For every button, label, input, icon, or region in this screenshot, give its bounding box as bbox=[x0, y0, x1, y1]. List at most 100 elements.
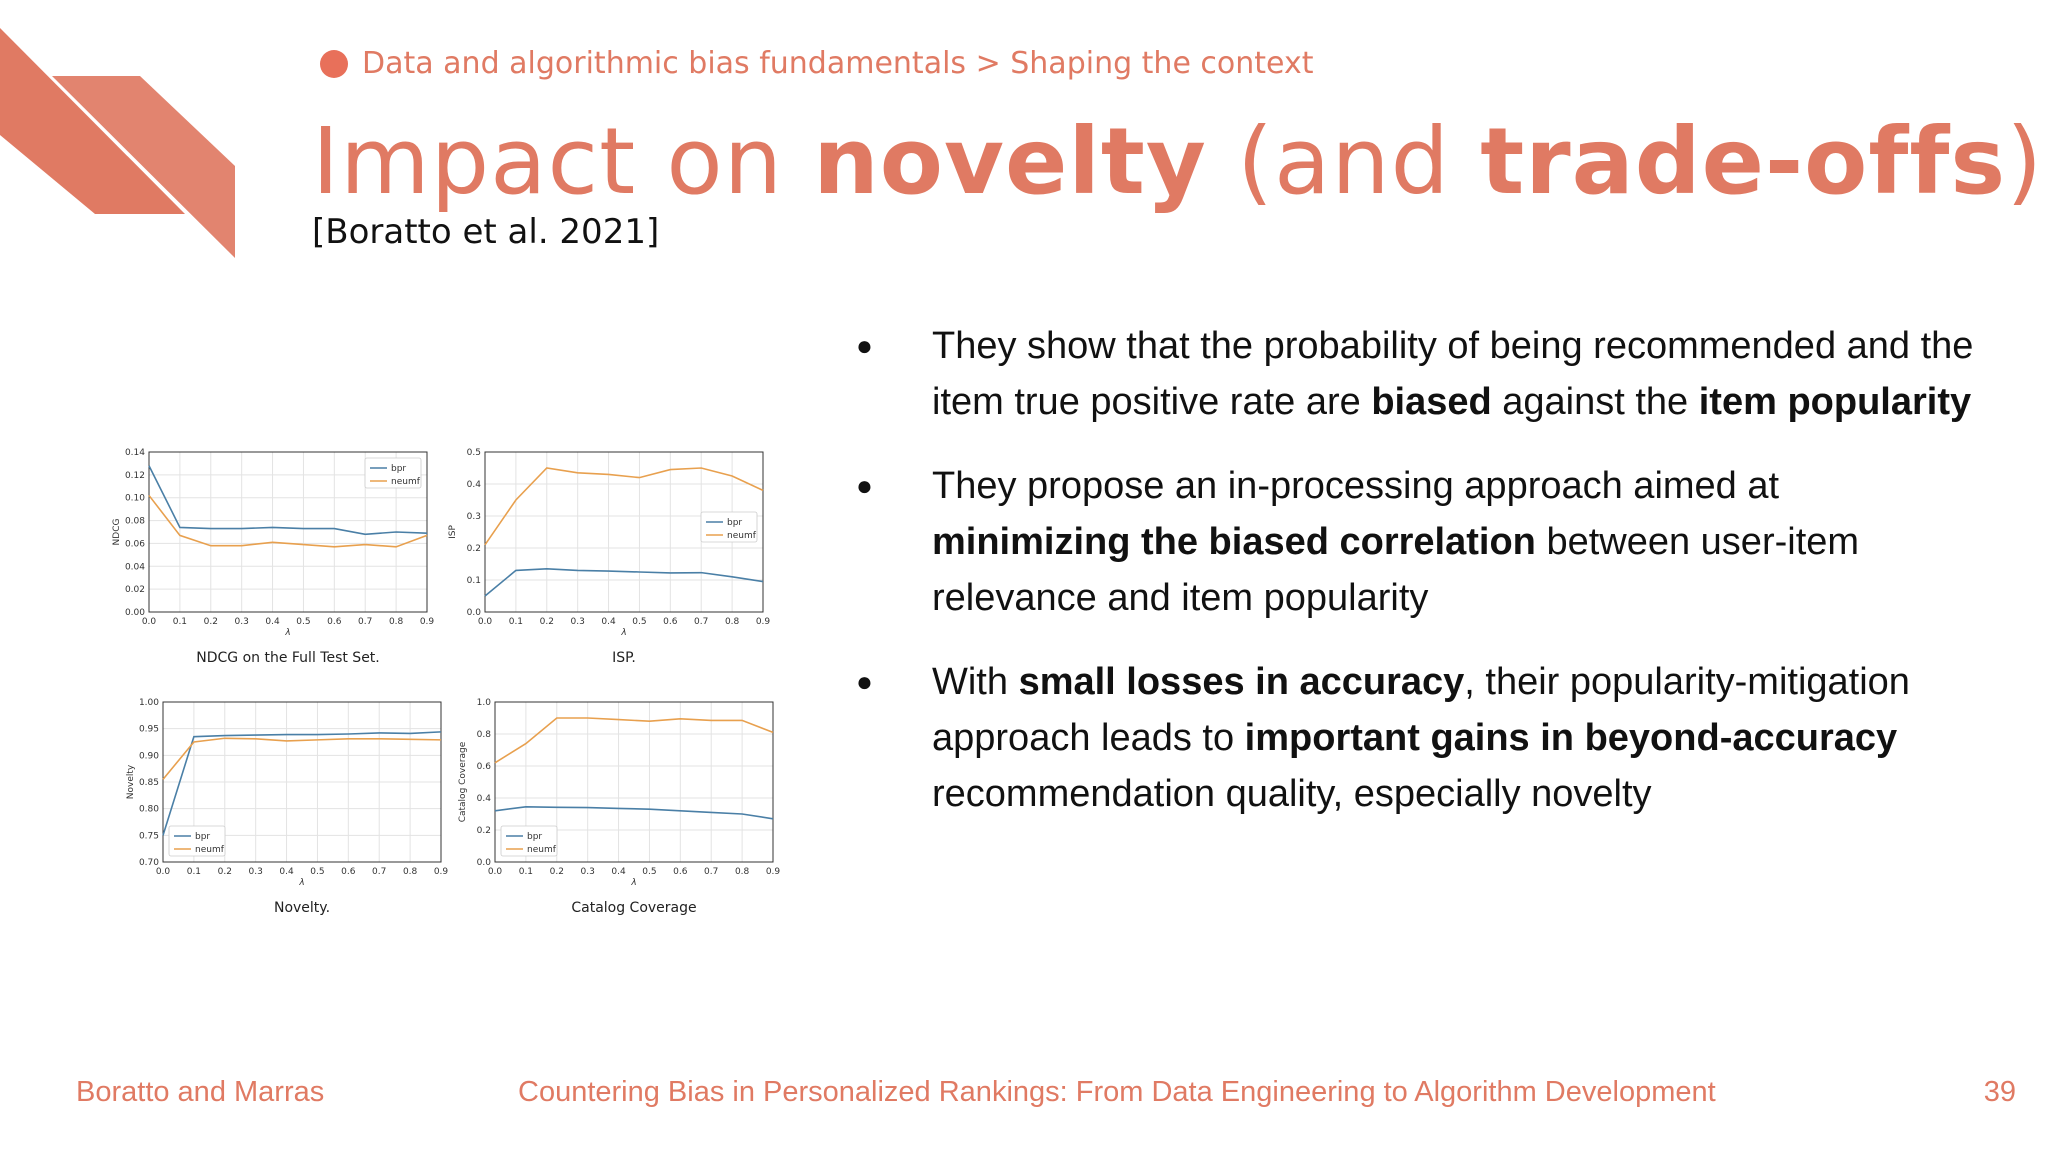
citation: [Boratto et al. 2021] bbox=[312, 212, 660, 252]
legend-label: neumf bbox=[195, 845, 225, 855]
bullet-list: They show that the probability of being … bbox=[850, 318, 1980, 850]
y-tick-label: 0.2 bbox=[467, 544, 481, 554]
legend-label: neumf bbox=[727, 531, 757, 541]
title-part-2: novelty bbox=[813, 108, 1207, 215]
x-tick-label: 0.2 bbox=[540, 617, 554, 627]
x-tick-label: 0.6 bbox=[673, 867, 688, 877]
y-tick-label: 1.00 bbox=[139, 698, 159, 708]
y-tick-label: 0.75 bbox=[139, 831, 159, 841]
y-tick-label: 0.2 bbox=[477, 826, 491, 836]
x-tick-label: 0.1 bbox=[187, 867, 201, 877]
y-axis-label: NDCG bbox=[112, 519, 122, 546]
x-tick-label: 0.3 bbox=[249, 867, 263, 877]
legend-label: neumf bbox=[527, 845, 557, 855]
plot-frame bbox=[494, 701, 774, 863]
y-axis-label: Catalog Coverage bbox=[458, 741, 468, 822]
y-tick-label: 0.02 bbox=[125, 585, 145, 595]
series-line-bpr bbox=[484, 567, 764, 597]
x-tick-label: 0.5 bbox=[310, 867, 324, 877]
chart-caption: Catalog Coverage bbox=[571, 900, 696, 916]
legend-label: bpr bbox=[195, 832, 210, 842]
legend-label: bpr bbox=[727, 518, 742, 528]
bullet-text: They show that the probability of being … bbox=[932, 325, 1974, 423]
x-tick-label: 0.6 bbox=[341, 867, 356, 877]
charts-figure: 0.0 0.1 0.2 0.3 0.4 0.5 0.6 0.7 0.8 0.9 0.00 0.02 0.… bbox=[112, 448, 780, 916]
bullet-text: against the bbox=[1491, 381, 1699, 423]
series-line-bpr bbox=[148, 465, 428, 536]
x-tick-label: 0.7 bbox=[372, 867, 386, 877]
chart-panel: 0.0 0.1 0.2 0.3 0.4 0.5 0.6 0.7 0.8 0.9 0.00 0.02 0.… bbox=[112, 448, 434, 666]
chart-panel: 0.0 0.1 0.2 0.3 0.4 0.5 0.6 0.7 0.8 0.9 0.0 0.1 0.2 0… bbox=[448, 448, 770, 666]
bullet-emphasis: small losses in accuracy bbox=[1018, 661, 1465, 703]
y-tick-label: 0.00 bbox=[125, 608, 145, 618]
x-tick-label: 0.7 bbox=[694, 617, 708, 627]
y-tick-label: 0.1 bbox=[467, 576, 481, 586]
x-axis-label: λ bbox=[298, 878, 304, 888]
series-line-neumf bbox=[148, 494, 428, 548]
x-tick-label: 0.5 bbox=[296, 617, 310, 627]
x-tick-label: 0.9 bbox=[420, 617, 435, 627]
bullet-text: With bbox=[932, 661, 1019, 703]
legend-label: bpr bbox=[527, 832, 542, 842]
y-tick-label: 0.4 bbox=[477, 794, 492, 804]
y-axis-label: Novelty bbox=[126, 764, 136, 799]
series-line-bpr bbox=[494, 805, 774, 820]
bullet-item: With small losses in accuracy, their pop… bbox=[850, 654, 1980, 822]
title-part-5: ) bbox=[2006, 108, 2044, 215]
title-part-1: Impact on bbox=[312, 108, 814, 215]
y-tick-label: 0.90 bbox=[139, 751, 159, 761]
bullet-emphasis: biased bbox=[1371, 381, 1492, 423]
y-tick-label: 0.12 bbox=[125, 471, 145, 481]
footer-talk-title: Countering Bias in Personalized Rankings… bbox=[518, 1076, 1716, 1108]
x-axis-label: λ bbox=[284, 628, 290, 638]
x-tick-label: 0.0 bbox=[478, 617, 493, 627]
bullet-item: They propose an in-processing approach a… bbox=[850, 458, 1980, 626]
x-axis-label: λ bbox=[630, 878, 636, 888]
y-tick-label: 0.14 bbox=[125, 448, 145, 458]
series-line-bpr bbox=[162, 731, 442, 836]
x-tick-label: 0.1 bbox=[509, 617, 523, 627]
x-tick-label: 0.8 bbox=[725, 617, 740, 627]
y-tick-label: 0.3 bbox=[467, 512, 481, 522]
x-tick-label: 0.1 bbox=[173, 617, 187, 627]
chart-caption: Novelty. bbox=[274, 900, 330, 916]
chart-panel: 0.0 0.1 0.2 0.3 0.4 0.5 0.6 0.7 0.8 0.9 0.0 0.2 0.4 0… bbox=[458, 698, 780, 916]
x-tick-label: 0.8 bbox=[403, 867, 418, 877]
x-tick-label: 0.2 bbox=[218, 867, 232, 877]
x-tick-label: 0.9 bbox=[766, 867, 781, 877]
legend-label: bpr bbox=[391, 464, 406, 474]
page-number: 39 bbox=[1983, 1076, 2016, 1108]
x-tick-label: 0.6 bbox=[663, 617, 678, 627]
y-tick-label: 0.0 bbox=[477, 858, 492, 868]
chart-panel: 0.0 0.1 0.2 0.3 0.4 0.5 0.6 0.7 0.8 0.9 0.70 0.75 0.… bbox=[126, 698, 448, 916]
bullet-text: , their popularity-mitigation approach l… bbox=[932, 661, 1910, 759]
chart-caption: NDCG on the Full Test Set. bbox=[196, 650, 380, 666]
bullet-emphasis: important gains in beyond-accuracy bbox=[1244, 717, 1898, 759]
bullet-emphasis: item popularity bbox=[1698, 381, 1972, 423]
x-tick-label: 0.8 bbox=[389, 617, 404, 627]
x-tick-label: 0.0 bbox=[142, 617, 157, 627]
x-tick-label: 0.5 bbox=[632, 617, 646, 627]
y-tick-label: 0.5 bbox=[467, 448, 481, 458]
plot-frame bbox=[162, 701, 442, 863]
footer-authors: Boratto and Marras bbox=[76, 1076, 325, 1108]
title-part-3: (and bbox=[1206, 108, 1481, 215]
y-tick-label: 0.95 bbox=[139, 725, 159, 735]
y-tick-label: 0.06 bbox=[125, 539, 145, 549]
x-tick-label: 0.5 bbox=[642, 867, 656, 877]
plot-frame bbox=[148, 451, 428, 613]
x-tick-label: 0.2 bbox=[550, 867, 564, 877]
x-tick-label: 0.2 bbox=[204, 617, 218, 627]
x-axis-label: λ bbox=[620, 628, 626, 638]
x-tick-label: 0.7 bbox=[704, 867, 718, 877]
x-tick-label: 0.0 bbox=[488, 867, 503, 877]
x-tick-label: 0.3 bbox=[581, 867, 595, 877]
y-tick-label: 0.6 bbox=[477, 762, 492, 772]
plot-frame bbox=[484, 451, 764, 613]
y-tick-label: 0.85 bbox=[139, 778, 159, 788]
decorative-corner-shapes bbox=[0, 28, 235, 258]
title-part-4: trade-offs bbox=[1480, 108, 2007, 215]
x-tick-label: 0.9 bbox=[434, 867, 449, 877]
y-tick-label: 1.0 bbox=[477, 698, 492, 708]
y-tick-label: 0.0 bbox=[467, 608, 482, 618]
